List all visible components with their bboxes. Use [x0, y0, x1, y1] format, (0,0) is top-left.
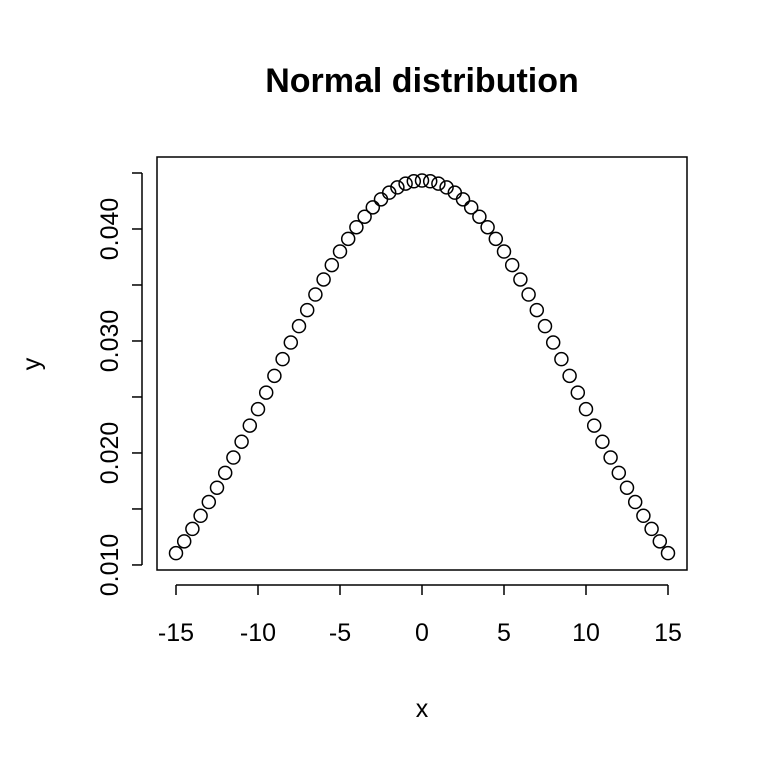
data-point [644, 521, 659, 537]
data-point [308, 287, 323, 302]
data-point [275, 351, 290, 367]
data-point [340, 231, 356, 247]
data-point [431, 176, 446, 191]
data-point [488, 231, 504, 247]
data-point [357, 209, 372, 224]
plot-frame [156, 156, 688, 571]
x-tick-label: 10 [572, 619, 600, 647]
x-axis-label: x [416, 695, 429, 723]
data-points [168, 173, 676, 561]
data-point [545, 335, 561, 350]
data-point [562, 368, 577, 384]
data-point [258, 385, 274, 400]
data-point [168, 545, 184, 561]
data-point [463, 200, 479, 215]
y-tick-label: 0.040 [96, 198, 124, 261]
data-point [267, 368, 282, 384]
data-point [422, 174, 438, 189]
data-point [636, 508, 651, 524]
data-point [176, 534, 192, 549]
data-point [439, 180, 454, 195]
data-point [365, 200, 381, 215]
x-tick-label: 15 [654, 619, 682, 647]
x-tick-label: -15 [158, 619, 194, 647]
data-point [504, 257, 520, 273]
data-point [299, 302, 315, 318]
y-tick-label: 0.030 [96, 310, 124, 373]
data-point [627, 494, 643, 510]
data-point [193, 508, 208, 524]
x-tick-label: -10 [240, 619, 276, 647]
data-point [349, 219, 364, 235]
data-point [414, 173, 430, 188]
data-point [595, 434, 610, 449]
data-point [316, 272, 331, 287]
data-point [201, 494, 217, 510]
data-point [652, 534, 668, 549]
data-point [217, 465, 233, 481]
data-point [611, 465, 627, 481]
data-point [529, 302, 545, 318]
data-point [185, 521, 200, 537]
data-point [242, 418, 258, 433]
x-tick-label: -5 [329, 619, 351, 647]
y-tick-label: 0.020 [96, 422, 124, 485]
data-point [455, 192, 471, 207]
x-axis: -15 -10 -5 0 5 10 15 [158, 584, 682, 647]
data-point [603, 450, 618, 465]
data-point [480, 219, 495, 235]
data-point [250, 401, 266, 417]
data-point [332, 244, 348, 259]
data-point [381, 185, 397, 200]
data-point [291, 318, 307, 334]
data-point [398, 176, 413, 191]
y-tick-label: 0.010 [96, 534, 124, 597]
data-point [406, 174, 422, 189]
data-point [496, 244, 512, 259]
data-point [513, 272, 528, 287]
x-tick-label: 0 [415, 619, 429, 647]
chart-title: Normal distribution [265, 62, 579, 100]
data-point [209, 480, 225, 495]
y-axis-label: y [18, 357, 46, 370]
data-point [521, 287, 536, 302]
data-point [373, 192, 389, 207]
data-point [390, 180, 405, 195]
x-tick-label: 5 [497, 619, 511, 647]
data-point [226, 450, 241, 465]
data-point [472, 209, 487, 224]
data-point [554, 351, 569, 367]
data-point [660, 545, 676, 561]
data-point [283, 335, 299, 350]
data-point [578, 401, 594, 417]
data-point [234, 434, 249, 449]
data-point [570, 385, 586, 400]
y-axis: 0.010 0.020 0.030 0.040 [96, 172, 143, 597]
data-point [586, 418, 602, 433]
data-point [537, 318, 553, 334]
data-point [619, 480, 635, 495]
data-point [324, 257, 340, 273]
